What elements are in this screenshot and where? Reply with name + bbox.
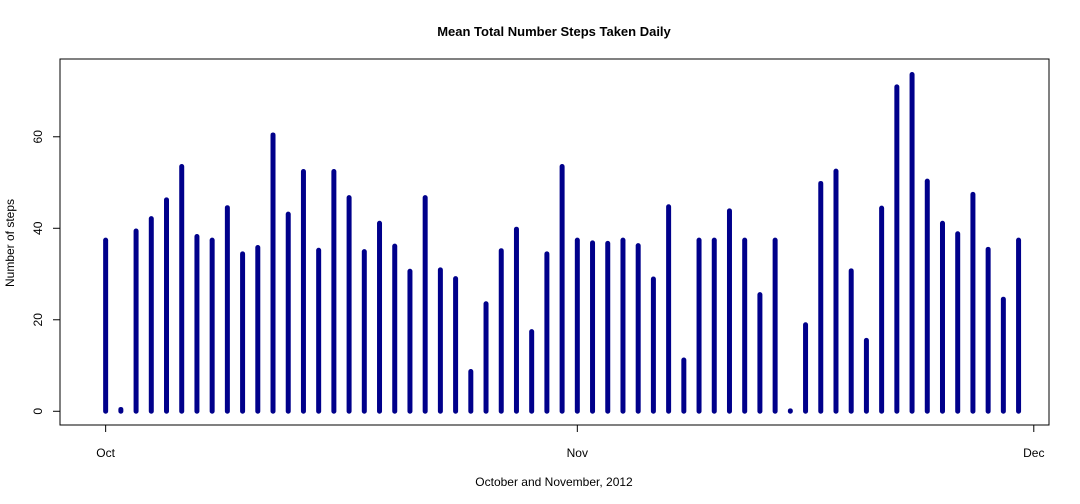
x-axis: Oct Nov Dec [96, 424, 1044, 460]
y-tick-label: 40 [31, 221, 45, 235]
chart-title: Mean Total Number Steps Taken Daily [437, 24, 671, 39]
bars [103, 72, 1022, 414]
y-tick-label: 20 [31, 313, 45, 327]
plot-frame [59, 58, 1050, 426]
x-tick-label: Oct [96, 446, 115, 460]
y-tick-label: 60 [31, 130, 45, 144]
x-tick-label: Dec [1023, 446, 1044, 460]
x-tick-label: Nov [567, 446, 588, 460]
y-tick-label: 0 [31, 408, 45, 415]
y-axis-label: Number of steps [3, 199, 17, 287]
x-axis-label: October and November, 2012 [475, 475, 633, 489]
y-axis: 0 20 40 60 [31, 130, 61, 415]
